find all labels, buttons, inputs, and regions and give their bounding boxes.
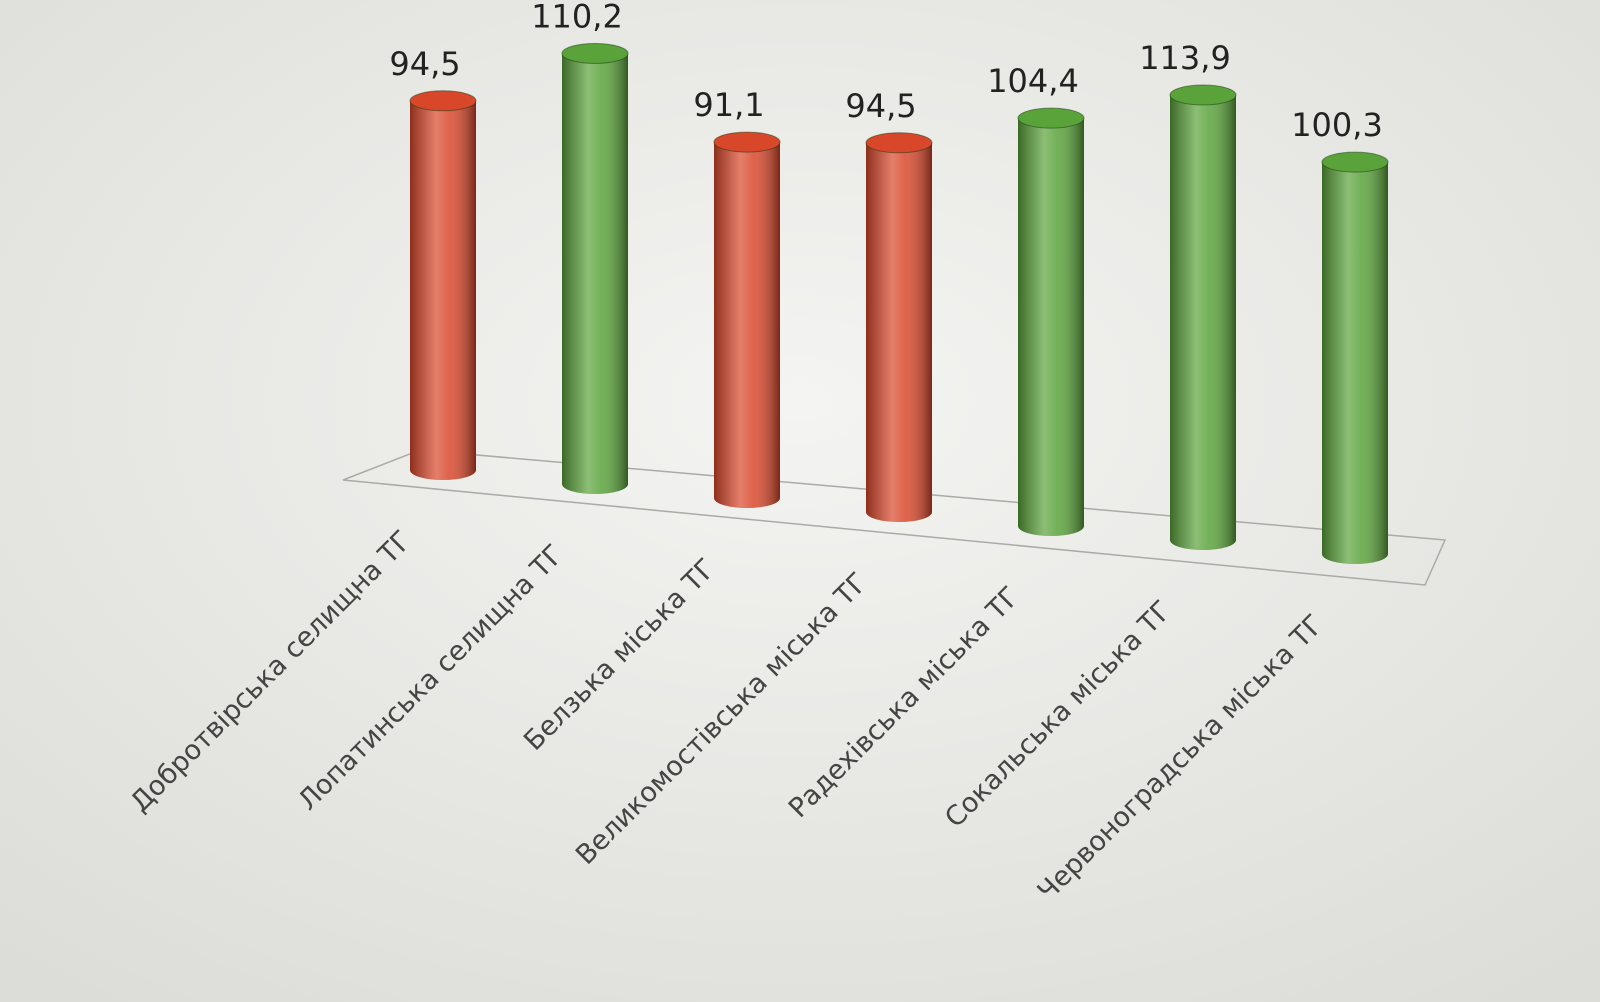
cylinder-top <box>409 90 477 112</box>
floor <box>342 449 1447 586</box>
bar-shade <box>562 53 628 485</box>
value-label: 94,5 <box>845 87 916 125</box>
value-label: 100,3 <box>1291 106 1383 144</box>
bar-shade <box>1018 118 1084 526</box>
bar-shade <box>866 142 932 512</box>
cylinder-top <box>1017 107 1085 129</box>
cylinder <box>1169 84 1237 550</box>
cylinder <box>561 42 629 494</box>
bar-shade <box>410 100 476 470</box>
cylinder <box>1017 107 1085 536</box>
cylinder <box>865 132 933 522</box>
value-label: 104,4 <box>987 62 1079 100</box>
cylinder-top <box>865 132 933 154</box>
bar-shade <box>714 142 780 499</box>
value-label: 94,5 <box>389 45 460 83</box>
value-label: 113,9 <box>1139 39 1231 77</box>
value-label: 91,1 <box>693 86 764 124</box>
cylinder <box>1321 151 1389 564</box>
cylinder-top <box>1169 84 1237 106</box>
value-label: 110,2 <box>531 0 623 35</box>
cylinder-top <box>561 42 629 64</box>
bar-shade <box>1170 95 1236 540</box>
cylinder-top <box>1321 151 1389 173</box>
cylinder <box>409 90 477 480</box>
bar-shade <box>1322 162 1388 554</box>
cylinder-top <box>713 131 781 153</box>
cylinder <box>713 131 781 508</box>
